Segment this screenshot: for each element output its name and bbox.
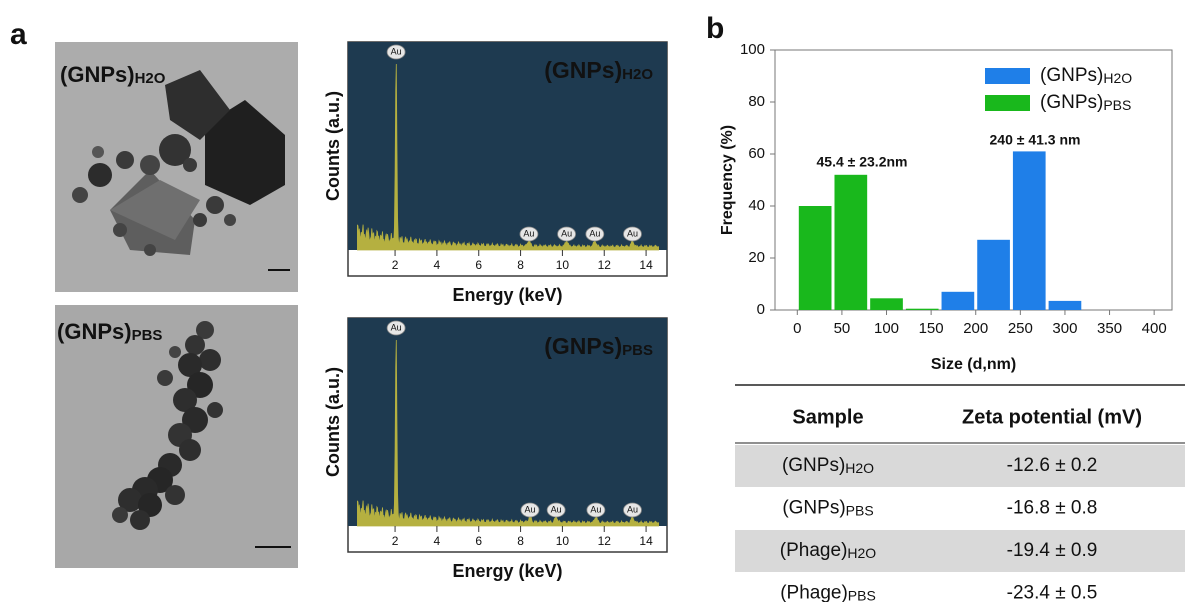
table-cell: (Phage)PBS xyxy=(780,583,876,602)
table-cell: (GNPs)PBS xyxy=(782,498,873,519)
image-label: (GNPs)H2O xyxy=(60,62,166,87)
x-tick-label: 2 xyxy=(392,534,399,548)
x-tick-label: 100 xyxy=(874,320,899,337)
legend-label: (GNPs)PBS xyxy=(1040,92,1131,113)
table-header: Zeta potential (mV) xyxy=(962,406,1142,428)
x-tick-label: 8 xyxy=(517,258,524,272)
x-tick-label: 12 xyxy=(598,534,612,548)
peak-label: Au xyxy=(589,228,600,238)
x-tick-label: 6 xyxy=(475,534,482,548)
spectrum xyxy=(357,63,660,251)
annotation: 45.4 ± 23.2nm xyxy=(817,154,908,170)
x-tick-label: 50 xyxy=(834,320,851,337)
peak-marker xyxy=(557,226,576,242)
x-axis-label: Size (d,nm) xyxy=(931,356,1016,373)
peak-label: Au xyxy=(523,228,534,238)
table-cell: -16.8 ± 0.8 xyxy=(1007,498,1098,519)
bar xyxy=(834,174,868,310)
bar xyxy=(1048,300,1082,310)
x-tick-label: 250 xyxy=(1008,320,1033,337)
peak-marker xyxy=(585,226,605,242)
x-tick-label: 350 xyxy=(1097,320,1122,337)
y-tick-label: 20 xyxy=(748,249,765,266)
x-tick-label: 400 xyxy=(1142,320,1167,337)
y-tick-label: 60 xyxy=(748,145,765,162)
peak-marker xyxy=(386,320,406,336)
panel-label: b xyxy=(706,12,724,45)
peak-marker xyxy=(623,502,642,518)
peak-marker xyxy=(623,226,642,242)
peak-label: Au xyxy=(551,504,562,514)
bar xyxy=(798,206,832,310)
x-tick-label: 4 xyxy=(434,258,441,272)
x-tick-label: 14 xyxy=(639,534,653,548)
legend-swatch xyxy=(985,68,1030,84)
image-label: (GNPs)PBS xyxy=(57,319,162,344)
x-tick-label: 12 xyxy=(598,258,612,272)
table-row-shade xyxy=(735,445,1185,487)
y-tick-label: 40 xyxy=(748,197,765,214)
x-tick-label: 2 xyxy=(392,258,399,272)
y-tick-label: 100 xyxy=(740,41,765,58)
x-tick-label: 4 xyxy=(434,534,441,548)
legend-label: (GNPs)H2O xyxy=(1040,65,1132,86)
peak-label: Au xyxy=(590,504,601,514)
spectrum xyxy=(357,339,660,527)
peak-label: Au xyxy=(627,228,638,238)
peak-label: Au xyxy=(524,504,535,514)
peak-label: Au xyxy=(561,228,572,238)
peak-marker xyxy=(586,502,606,518)
bar xyxy=(1012,151,1046,310)
legend-swatch xyxy=(985,95,1030,111)
table-cell: -23.4 ± 0.5 xyxy=(1007,583,1098,602)
x-axis-label: Energy (keV) xyxy=(452,285,562,305)
y-tick-label: 0 xyxy=(757,301,765,318)
y-axis-label: Counts (a.u.) xyxy=(323,367,343,477)
y-tick-label: 80 xyxy=(748,93,765,110)
peak-marker xyxy=(520,502,540,518)
panel-label: a xyxy=(10,18,27,51)
x-axis-label: Energy (keV) xyxy=(452,561,562,581)
x-tick-label: 10 xyxy=(556,534,570,548)
x-tick-label: 8 xyxy=(517,534,524,548)
table-cell: (GNPs)H2O xyxy=(782,455,874,476)
peak-label: Au xyxy=(391,46,402,56)
table-row-shade xyxy=(735,530,1185,572)
peak-marker xyxy=(519,226,539,242)
x-tick-label: 14 xyxy=(639,258,653,272)
table-cell: -19.4 ± 0.9 xyxy=(1007,540,1098,561)
plot-background xyxy=(348,42,667,250)
peak-label: Au xyxy=(627,504,638,514)
x-tick-label: 10 xyxy=(556,258,570,272)
bar xyxy=(941,291,975,310)
x-tick-label: 200 xyxy=(963,320,988,337)
chart-title: (GNPs)PBS xyxy=(544,333,653,359)
annotation: 240 ± 41.3 nm xyxy=(990,132,1081,148)
peak-marker xyxy=(386,44,406,60)
tem-image: (GNPs)PBS xyxy=(55,305,298,568)
chart-title: (GNPs)H2O xyxy=(544,57,653,83)
bar xyxy=(870,298,903,310)
table-cell: (Phage)H2O xyxy=(780,540,877,561)
bar xyxy=(905,308,939,310)
table-header: Sample xyxy=(792,406,863,428)
x-tick-label: 6 xyxy=(475,258,482,272)
peak-marker xyxy=(546,502,566,518)
tem-image: (GNPs)H2O xyxy=(55,42,298,292)
bar xyxy=(977,239,1010,310)
table-cell: -12.6 ± 0.2 xyxy=(1007,455,1098,476)
peak-label: Au xyxy=(391,322,402,332)
plot-background xyxy=(348,318,667,526)
y-axis-label: Frequency (%) xyxy=(719,125,736,235)
x-tick-label: 0 xyxy=(793,320,801,337)
y-axis-label: Counts (a.u.) xyxy=(323,91,343,201)
x-tick-label: 150 xyxy=(919,320,944,337)
x-tick-label: 300 xyxy=(1052,320,1077,337)
